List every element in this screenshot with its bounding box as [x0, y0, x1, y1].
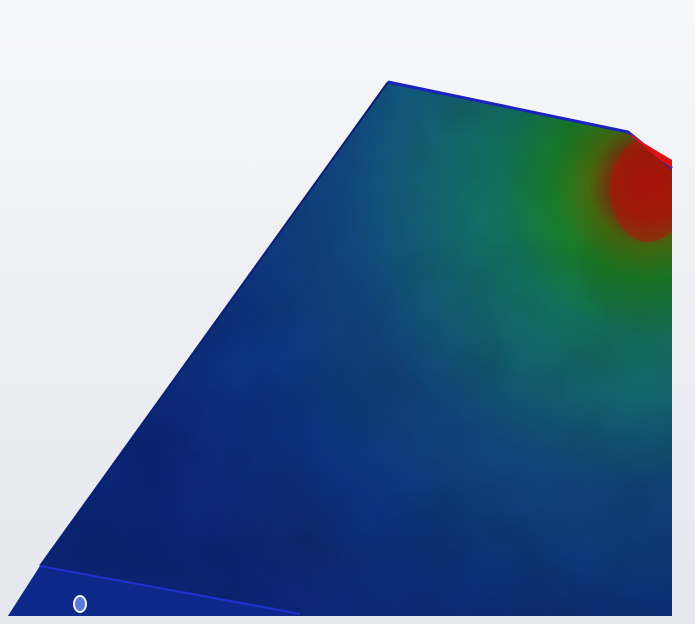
- chamfer-edge: [628, 132, 672, 168]
- flange-edge: [39, 565, 301, 615]
- left-edge: [39, 81, 389, 567]
- mounting-hole[interactable]: [73, 595, 87, 613]
- hot-spot: [610, 138, 672, 242]
